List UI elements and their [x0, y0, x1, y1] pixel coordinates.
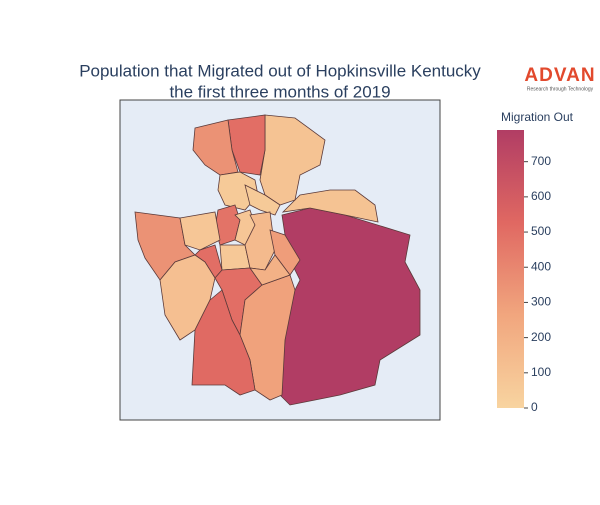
- chart-title: Population that Migrated out of Hopkinsv…: [79, 61, 481, 80]
- logo-name: ADVAN: [524, 65, 595, 86]
- colorbar-tick-label: 300: [531, 295, 551, 309]
- region: [259, 114, 326, 206]
- colorbar-tick-label: 600: [531, 189, 551, 203]
- region: [191, 289, 256, 396]
- colorbar-tick-label: 0: [531, 400, 538, 414]
- colorbar-tick-label: 200: [531, 330, 551, 344]
- region: [249, 254, 291, 286]
- region: [244, 184, 281, 216]
- chart-subtitle: the first three months of 2019: [169, 82, 390, 101]
- colorbar-tick-label: 700: [531, 154, 551, 168]
- region: [159, 254, 216, 341]
- colorbar-tick-label: 100: [531, 365, 551, 379]
- colorbar-tick-label: 500: [531, 224, 551, 238]
- region: [269, 229, 301, 276]
- colorbar-title: Migration Out: [501, 110, 574, 124]
- colorbar: [497, 130, 524, 408]
- region: [281, 189, 379, 223]
- regions: [134, 114, 421, 406]
- colorbar-tick-label: 400: [531, 259, 551, 273]
- logo-tagline: Research through Technology: [527, 86, 594, 92]
- region: [179, 211, 221, 251]
- region: [279, 207, 421, 406]
